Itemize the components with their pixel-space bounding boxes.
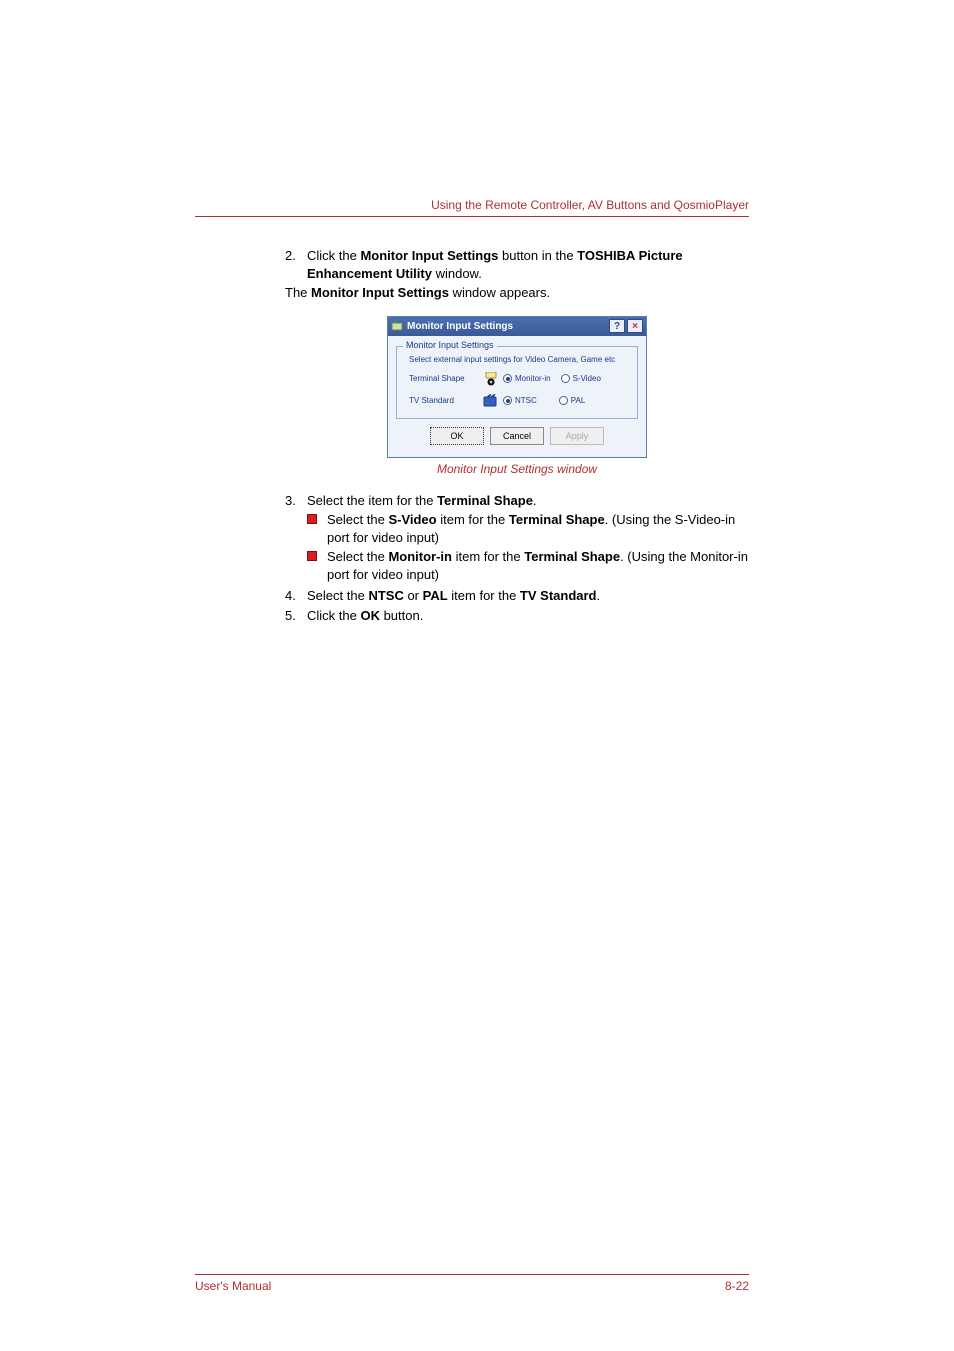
radio-dot-icon [503,374,512,383]
radio-dot-icon [503,396,512,405]
text: Click the [307,248,360,263]
terminal-shape-label: Terminal Shape [409,374,479,383]
cancel-button[interactable]: Cancel [490,427,544,445]
text-bold: Monitor-in [388,549,452,564]
text: Select the item for the [307,493,437,508]
tv-standard-row: TV Standard NTSC PAL [405,394,629,408]
dialog-help-button[interactable]: ? [609,319,625,333]
footer-right: 8-22 [725,1279,749,1293]
text: window. [432,266,482,281]
text: Select the [327,512,388,527]
radio-label: PAL [571,396,586,405]
ok-button[interactable]: OK [430,427,484,445]
radio-dot-icon [561,374,570,383]
text-bold: NTSC [368,588,403,603]
groupbox-description: Select external input settings for Video… [409,355,629,364]
text: button. [380,608,423,623]
terminal-shape-icon [479,372,503,386]
monitor-in-radio[interactable]: Monitor-in [503,374,551,383]
page-footer: User's Manual 8-22 [195,1274,749,1293]
text: The [285,285,311,300]
tv-standard-label: TV Standard [409,396,479,405]
radio-dot-icon [559,396,568,405]
step-2-result: The Monitor Input Settings window appear… [285,284,749,302]
radio-label: S-Video [573,374,601,383]
radio-label: NTSC [515,396,537,405]
footer-left: User's Manual [195,1279,271,1293]
text-bold: Terminal Shape [437,493,533,508]
step-5-num: 5. [285,607,307,625]
dialog-close-button[interactable]: × [627,319,643,333]
bullet-icon [307,551,317,561]
dialog-icon [391,320,403,332]
text-bold: Monitor Input Settings [360,248,498,263]
step-3-bullet-a: Select the S-Video item for the Terminal… [307,511,749,546]
text-bold: S-Video [388,512,436,527]
ntsc-radio[interactable]: NTSC [503,396,537,405]
tv-standard-icon [479,394,503,408]
text: or [404,588,423,603]
bullet-icon [307,514,317,524]
text: . [597,588,601,603]
step-3: 3. Select the item for the Terminal Shap… [285,492,749,510]
text: item for the [448,588,520,603]
content: 2. Click the Monitor Input Settings butt… [195,247,749,624]
radio-label: Monitor-in [515,374,551,383]
text-bold: PAL [423,588,448,603]
text: button in the [498,248,577,263]
apply-button[interactable]: Apply [550,427,604,445]
monitor-input-settings-dialog: Monitor Input Settings ? × Monitor Input… [387,316,647,458]
text-bold: Monitor Input Settings [311,285,449,300]
step-3-num: 3. [285,492,307,510]
step-4-num: 4. [285,587,307,605]
text: item for the [452,549,524,564]
text-bold: Terminal Shape [509,512,605,527]
step-3-bullet-b: Select the Monitor-in item for the Termi… [307,548,749,583]
text: Select the [327,549,388,564]
pal-radio[interactable]: PAL [559,396,586,405]
text-bold: OK [360,608,380,623]
text: window appears. [449,285,550,300]
step-2: 2. Click the Monitor Input Settings butt… [285,247,749,282]
dialog-titlebar: Monitor Input Settings ? × [388,317,646,336]
text: Select the [307,588,368,603]
text-bold: TV Standard [520,588,597,603]
settings-groupbox: Monitor Input Settings Select external i… [396,346,638,419]
page-header: Using the Remote Controller, AV Buttons … [195,198,749,212]
terminal-shape-row: Terminal Shape Monitor-in S-Video [405,372,629,386]
step-5: 5. Click the OK button. [285,607,749,625]
figure-caption: Monitor Input Settings window [285,462,749,476]
step-2-num: 2. [285,247,307,282]
text: Click the [307,608,360,623]
text-bold: Terminal Shape [524,549,620,564]
text: . [533,493,537,508]
step-4: 4. Select the NTSC or PAL item for the T… [285,587,749,605]
dialog-title-text: Monitor Input Settings [407,321,513,332]
groupbox-legend: Monitor Input Settings [403,340,497,350]
text: item for the [437,512,509,527]
s-video-radio[interactable]: S-Video [561,374,601,383]
